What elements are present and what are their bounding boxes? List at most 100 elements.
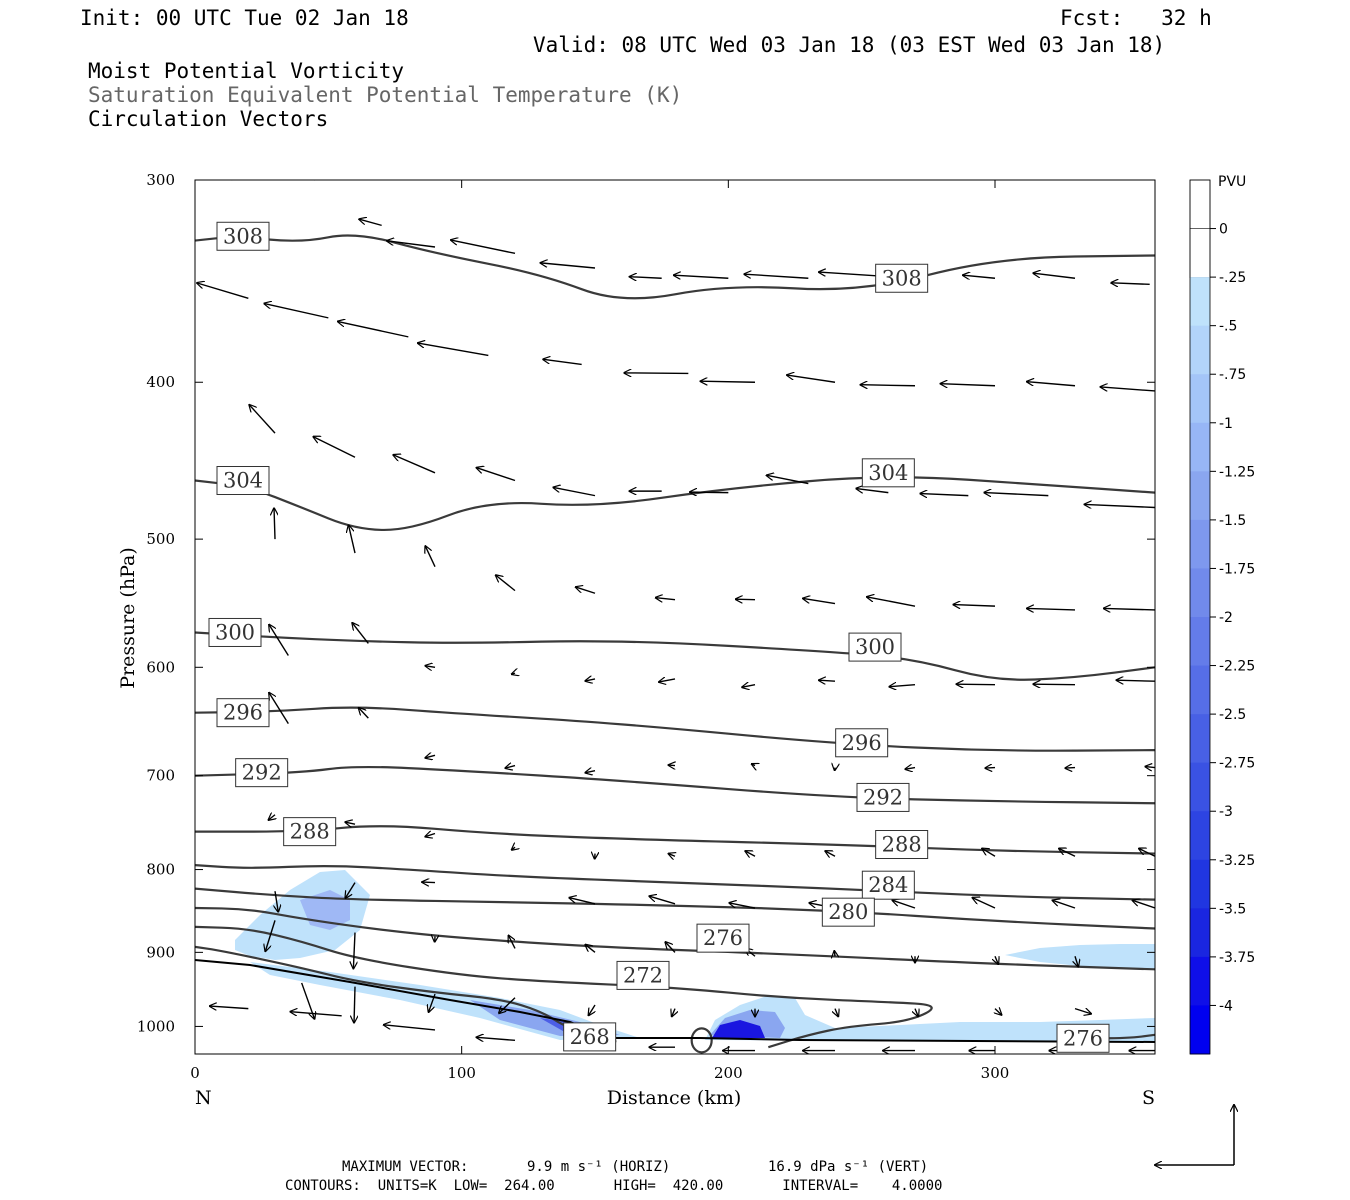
circulation-vector <box>353 932 355 969</box>
circulation-vector <box>915 1009 918 1017</box>
title-vectors: Circulation Vectors <box>88 107 328 131</box>
circulation-vector <box>509 936 516 949</box>
circulation-vector <box>477 1037 516 1040</box>
pv-region-3 <box>705 995 1155 1042</box>
circulation-vector <box>1033 684 1076 685</box>
colorbar-label: -3.5 <box>1219 901 1246 917</box>
y-tick-label: 900 <box>146 943 175 961</box>
circulation-vector <box>649 896 676 905</box>
colorbar-label: -1.75 <box>1219 561 1255 577</box>
circulation-vector <box>512 847 515 850</box>
y-tick-label: 800 <box>146 861 175 879</box>
circulation-vector <box>1154 1008 1155 1010</box>
colorbar-swatch <box>1190 519 1210 569</box>
contour-label-box <box>696 923 750 953</box>
circulation-vector <box>729 903 756 909</box>
circulation-vector <box>674 275 729 278</box>
contour-info: CONTOURS: UNITS=K LOW= 264.00 HIGH= 420.… <box>285 1178 942 1194</box>
x-tick-label: 100 <box>447 1064 476 1082</box>
x-tick-label: 300 <box>981 1064 1010 1082</box>
colorbar-swatch <box>1190 617 1210 667</box>
theta-es-contour-296 <box>195 706 1155 752</box>
colorbar-swatch <box>1190 568 1210 618</box>
colorbar-swatch <box>1190 762 1210 812</box>
circulation-vector <box>425 833 436 836</box>
colorbar-swatch <box>1190 859 1210 909</box>
y-axis-label: Pressure (hPa) <box>117 547 139 689</box>
axes: 300 400 500 600 700 800 900 1000 0 100 200 300 <box>137 171 1155 1082</box>
colorbar-swatch <box>1190 1005 1210 1055</box>
contour-label-box <box>835 728 889 758</box>
forecast-hour: Fcst: 32 h <box>1060 6 1212 30</box>
contour-label: 280 <box>828 900 868 924</box>
contour-label: 276 <box>703 926 743 950</box>
reference-vector <box>1155 1105 1234 1165</box>
y-tick-label: 300 <box>146 171 175 189</box>
colorbar-swatch <box>1190 714 1210 764</box>
circulation-vector <box>264 304 329 319</box>
contour-label: 308 <box>223 224 263 248</box>
contour-label: 296 <box>842 731 882 755</box>
circulation-vector <box>1027 382 1076 387</box>
circulation-vector <box>499 997 516 1013</box>
x-axis-label: Distance (km) <box>607 1087 742 1109</box>
circulation-vector <box>803 598 836 605</box>
circulation-vector <box>576 587 596 594</box>
circulation-vector <box>195 956 196 958</box>
circulation-vector <box>742 685 756 688</box>
circulation-vector <box>197 283 249 300</box>
colorbar-label: -2.5 <box>1219 707 1246 723</box>
circulation-vector <box>451 240 516 255</box>
contour-label-box <box>216 698 270 728</box>
contour-label-box <box>216 221 270 251</box>
colorbar-swatch <box>1190 374 1210 424</box>
circulation-vector <box>1074 1009 1091 1014</box>
circulation-vector <box>995 956 998 964</box>
circulation-vector <box>957 684 996 685</box>
circulation-vector <box>477 468 516 482</box>
circulation-vector <box>834 951 835 956</box>
theta-es-contour-304 <box>195 476 1155 532</box>
circulation-vector <box>589 1004 595 1015</box>
contour-label: 304 <box>223 469 263 493</box>
circulation-vector <box>963 275 996 278</box>
circulation-vector <box>1053 900 1076 909</box>
circulation-vector <box>345 882 356 898</box>
circulation-vector <box>275 891 278 911</box>
circulation-vector <box>690 492 729 493</box>
max-vector-label: MAXIMUM VECTOR: <box>342 1159 468 1175</box>
circulation-vector <box>505 766 516 769</box>
contour-label-box <box>283 817 337 847</box>
circulation-vector <box>630 277 662 279</box>
circulation-vector <box>274 508 275 540</box>
theta-es-contour-292 <box>195 765 1155 805</box>
colorbar-swatch <box>1190 811 1210 861</box>
theta-es-contour-308 <box>195 234 1155 300</box>
colorbar-label: -2 <box>1219 610 1233 626</box>
circulation-vector <box>393 455 436 474</box>
contour-label-box <box>875 830 929 860</box>
circulation-vector <box>210 1006 249 1009</box>
circulation-vector <box>265 920 276 951</box>
contour-label: 288 <box>290 820 330 844</box>
y-tick-label: 500 <box>146 530 175 548</box>
circulation-vector <box>384 1025 436 1031</box>
vector-layer <box>195 180 1155 1051</box>
circulation-vector <box>425 666 436 668</box>
contour-label-box <box>861 458 915 488</box>
contour-label: 284 <box>868 873 908 897</box>
circulation-vector <box>920 494 969 496</box>
contour-label-box <box>1056 1023 1110 1053</box>
circulation-vector <box>312 180 315 181</box>
circulation-vector <box>195 868 196 870</box>
contour-label: 296 <box>223 701 263 725</box>
circulation-vector <box>1101 387 1155 392</box>
colorbar-label: -3 <box>1219 804 1233 820</box>
circulation-vector <box>984 493 1049 496</box>
circulation-vector <box>665 942 676 953</box>
contour-label: 300 <box>215 620 255 644</box>
contour-label-box <box>563 1022 617 1052</box>
circulation-vector <box>1027 608 1076 610</box>
